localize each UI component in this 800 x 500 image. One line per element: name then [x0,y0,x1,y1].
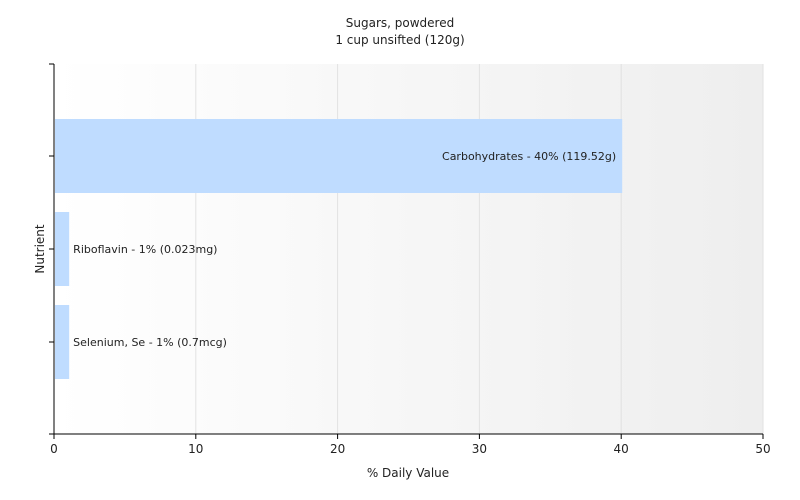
y-axis-label: Nutrient [33,224,47,274]
x-tick-label: 50 [755,442,770,456]
data-labels: Carbohydrates - 40% (119.52g) Riboflavin … [73,150,616,349]
bars [55,119,623,379]
chart-subtitle: 1 cup unsifted (120g) [335,33,464,47]
x-tick-label: 40 [614,442,629,456]
x-tick-label: 30 [472,442,487,456]
chart-title: Sugars, powdered [346,16,454,30]
x-axis-label: % Daily Value [367,466,449,480]
bar [55,212,70,286]
data-label: Riboflavin - 1% (0.023mg) [73,243,217,256]
x-axis-ticks: 0 10 20 30 40 50 [50,434,771,456]
x-tick-label: 10 [188,442,203,456]
y-axis-ticks [49,63,54,435]
bar [55,119,623,193]
x-tick-label: 0 [50,442,58,456]
bar [55,305,70,379]
x-tick-label: 20 [330,442,345,456]
data-label: Selenium, Se - 1% (0.7mcg) [73,336,227,349]
data-label: Carbohydrates - 40% (119.52g) [442,150,616,163]
